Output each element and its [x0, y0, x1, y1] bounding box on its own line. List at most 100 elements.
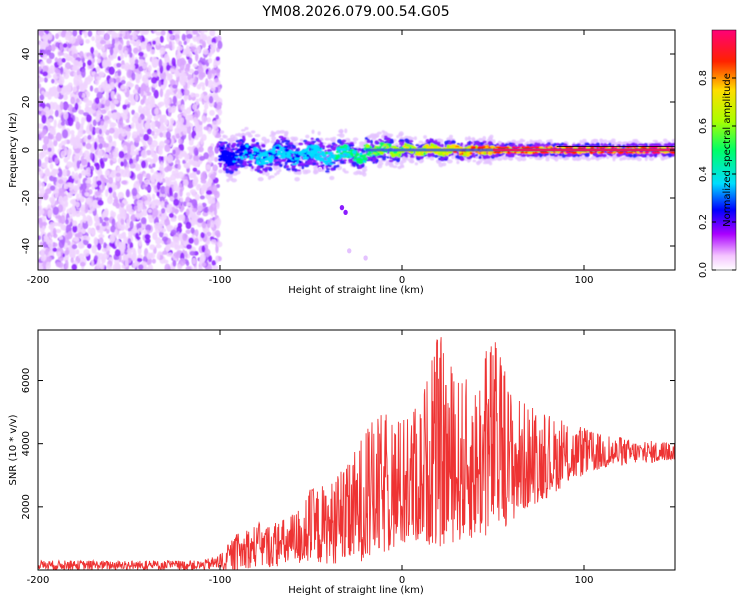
noise-blob — [71, 244, 78, 250]
noise-blob — [193, 147, 199, 156]
noise-blob — [204, 103, 209, 110]
noise-blob — [117, 233, 125, 239]
noise-blob — [150, 148, 155, 158]
noise-blob — [142, 208, 148, 217]
noise-blob — [202, 57, 206, 66]
noise-blob — [186, 33, 193, 39]
noise-blob — [41, 114, 47, 124]
noise-blob — [201, 221, 207, 229]
noise-blob — [70, 199, 77, 205]
band-halo — [582, 138, 587, 143]
noise-blob — [209, 199, 216, 205]
noise-blob — [185, 229, 191, 235]
band-body — [396, 158, 401, 163]
noise-blob — [60, 121, 66, 126]
noise-blob — [58, 195, 63, 203]
band-body — [337, 139, 342, 144]
noise-blob — [144, 234, 151, 240]
band-halo — [219, 130, 225, 134]
band-halo — [514, 156, 519, 160]
band-halo — [626, 157, 631, 161]
noise-blob — [96, 180, 102, 186]
band-halo — [448, 134, 453, 139]
noise-blob — [160, 156, 165, 161]
band-halo — [399, 165, 405, 169]
noise-blob — [58, 76, 65, 86]
band-body — [402, 154, 408, 157]
noise-blob — [216, 101, 223, 107]
noise-blob — [212, 230, 216, 238]
band-halo — [441, 162, 447, 167]
noise-blob — [200, 232, 205, 239]
noise-blob — [78, 60, 83, 68]
noise-blob — [166, 64, 171, 71]
noise-blob — [126, 131, 131, 137]
noise-blob — [125, 118, 130, 124]
noise-blob — [131, 255, 136, 262]
noise-blob — [169, 68, 175, 73]
noise-blob — [171, 170, 176, 176]
band-halo — [456, 160, 460, 165]
band-body — [460, 142, 464, 146]
noise-blob — [123, 145, 128, 150]
noise-blob — [109, 159, 114, 166]
noise-blob — [155, 199, 161, 206]
noise-blob — [118, 241, 123, 251]
band-body — [251, 165, 254, 170]
noise-blob — [117, 191, 125, 200]
noise-blob — [49, 64, 55, 75]
noise-blob — [202, 48, 209, 55]
noise-blob — [124, 258, 129, 268]
noise-blob — [62, 43, 68, 48]
noise-blob — [167, 73, 171, 78]
noise-blob — [104, 79, 108, 86]
band-halo — [576, 157, 582, 161]
noise-blob — [62, 168, 68, 177]
noise-blob — [211, 260, 217, 266]
noise-blob — [79, 30, 83, 36]
noise-blob — [42, 54, 48, 60]
noise-blob — [164, 139, 170, 144]
noise-blob — [200, 30, 205, 35]
noise-blob — [159, 227, 167, 233]
noise-blob — [203, 152, 209, 160]
noise-blob — [109, 47, 114, 56]
noise-blob — [217, 40, 223, 50]
noise-blob — [187, 179, 194, 189]
noise-blob — [207, 70, 212, 80]
noise-blob — [66, 208, 72, 215]
band-halo — [218, 169, 223, 174]
noise-blob — [54, 68, 61, 74]
noise-blob — [144, 238, 151, 244]
noise-blob — [75, 136, 81, 144]
noise-blob — [144, 122, 151, 128]
noise-blob — [144, 98, 149, 106]
noise-blob — [61, 145, 66, 150]
noise-blob — [99, 124, 103, 130]
band-body — [223, 163, 228, 167]
noise-blob — [99, 157, 104, 165]
noise-blob — [116, 62, 122, 68]
noise-blob — [131, 131, 138, 139]
noise-blob — [143, 179, 150, 185]
noise-blob — [76, 160, 81, 169]
noise-blob — [194, 76, 198, 86]
noise-blob — [172, 84, 178, 89]
band-halo — [392, 165, 398, 169]
band-halo — [331, 138, 336, 143]
noise-blob — [159, 193, 166, 198]
noise-blob — [133, 205, 138, 211]
band-halo — [291, 137, 297, 142]
noise-blob — [179, 197, 184, 202]
noise-blob — [140, 160, 146, 169]
noise-blob — [158, 79, 162, 87]
noise-blob — [64, 249, 69, 256]
noise-blob — [46, 256, 53, 262]
band-halo — [305, 134, 310, 139]
noise-blob — [113, 255, 120, 261]
noise-blob — [161, 236, 169, 242]
noise-blob — [181, 214, 186, 223]
noise-blob — [117, 44, 123, 51]
